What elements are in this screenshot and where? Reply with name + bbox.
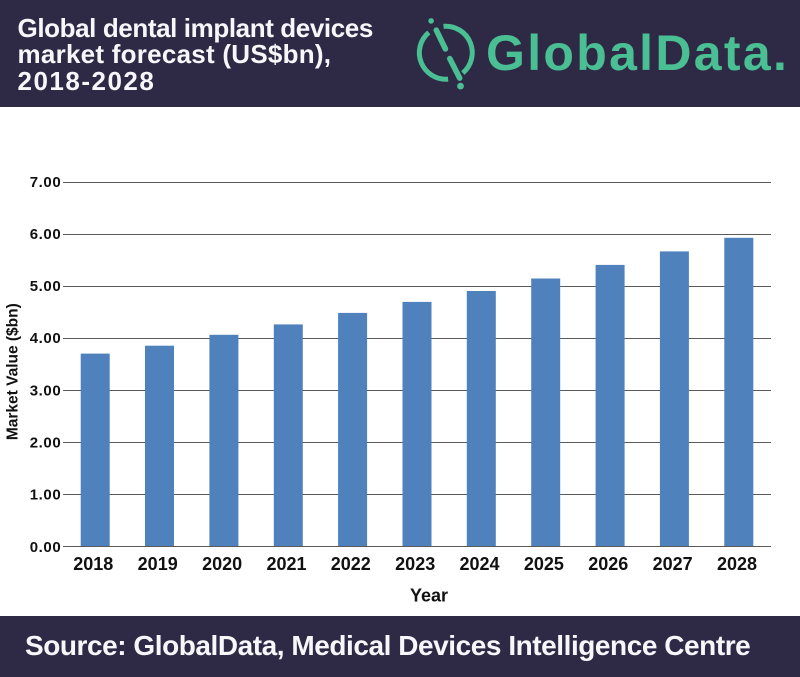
svg-text:6.00: 6.00 [30, 226, 62, 243]
svg-text:Year: Year [410, 586, 448, 606]
svg-text:0.00: 0.00 [30, 539, 62, 556]
svg-text:5.00: 5.00 [30, 278, 62, 295]
svg-text:2020: 2020 [202, 554, 242, 574]
svg-text:4.00: 4.00 [30, 330, 62, 347]
svg-text:2023: 2023 [395, 554, 435, 574]
svg-text:2028: 2028 [717, 554, 757, 574]
svg-text:2018: 2018 [73, 554, 113, 574]
svg-text:2019: 2019 [138, 554, 178, 574]
svg-text:GlobalData.: GlobalData. [486, 25, 789, 81]
svg-text:3.00: 3.00 [30, 382, 62, 399]
svg-text:2027: 2027 [653, 554, 693, 574]
svg-text:2022: 2022 [331, 554, 371, 574]
svg-text:2024: 2024 [459, 554, 499, 574]
svg-text:2026: 2026 [588, 554, 628, 574]
svg-text:2021: 2021 [266, 554, 306, 574]
svg-text:7.00: 7.00 [30, 174, 62, 191]
svg-text:2.00: 2.00 [30, 435, 62, 452]
svg-text:2025: 2025 [524, 554, 564, 574]
svg-text:1.00: 1.00 [30, 487, 62, 504]
svg-text:Market Value ($bn): Market Value ($bn) [5, 303, 22, 440]
